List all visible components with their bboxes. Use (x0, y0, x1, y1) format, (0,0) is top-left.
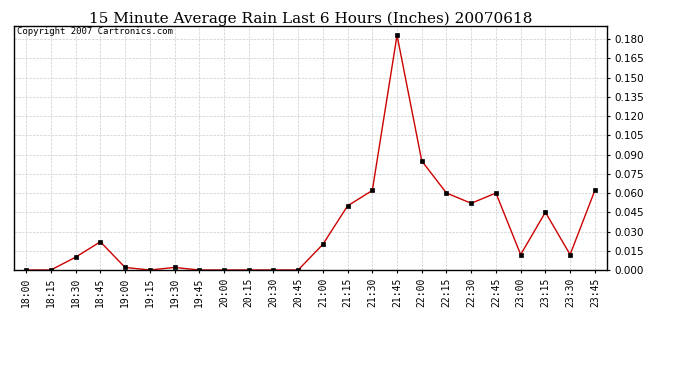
Text: Copyright 2007 Cartronics.com: Copyright 2007 Cartronics.com (17, 27, 172, 36)
Text: 15 Minute Average Rain Last 6 Hours (Inches) 20070618: 15 Minute Average Rain Last 6 Hours (Inc… (89, 11, 532, 26)
